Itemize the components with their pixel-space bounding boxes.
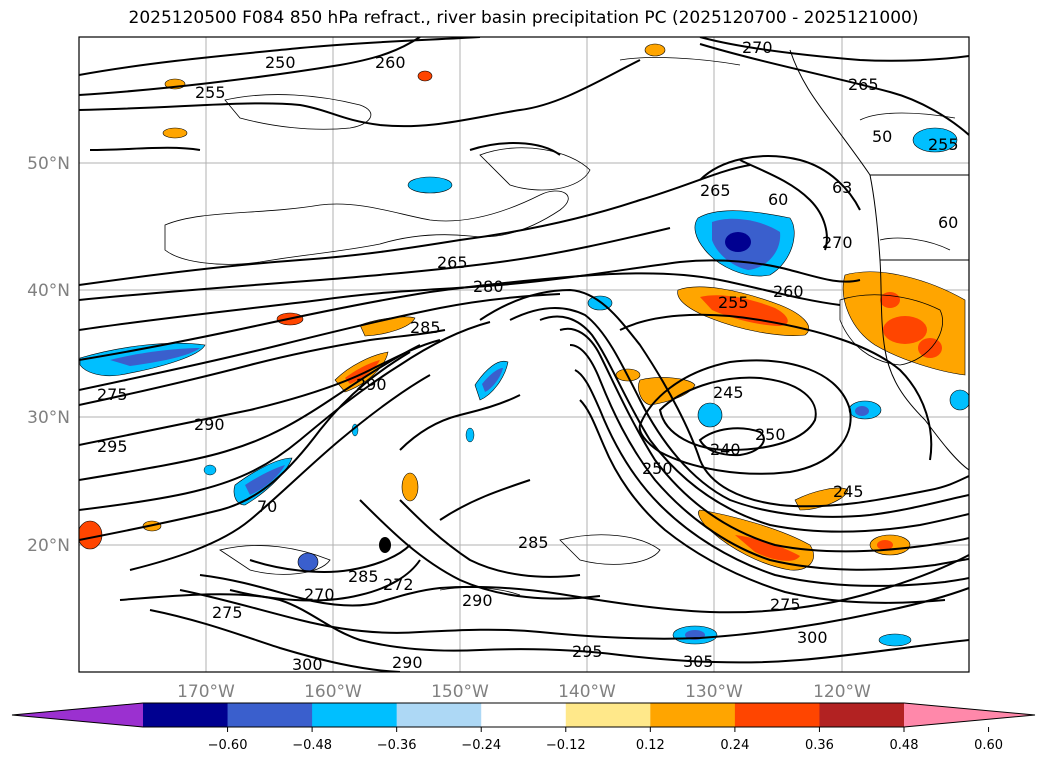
contour-label: 260 (773, 282, 804, 301)
map-frame (78, 36, 970, 673)
contour-label: 245 (833, 482, 864, 501)
contour-label: 290 (356, 375, 387, 394)
colorbar-tick-label: 0.24 (720, 738, 749, 753)
lat-label: 40°N (27, 281, 70, 301)
lon-label: 130°W (685, 682, 743, 702)
gridlines (79, 37, 969, 672)
contour-label: 250 (265, 53, 296, 72)
colorbar-tick-label: 0.60 (974, 738, 1003, 753)
contour-label: 255 (718, 293, 749, 312)
contour-label: 285 (518, 533, 549, 552)
contour-label: 60 (768, 190, 788, 209)
colorbar-segment (143, 703, 229, 727)
contour-label: 270 (304, 585, 335, 604)
colorbar-extend-low (12, 703, 143, 727)
contour-label: 290 (194, 415, 225, 434)
contour-label: 270 (822, 233, 853, 252)
contour-label: 250 (642, 459, 673, 478)
contour-label: 240 (710, 440, 741, 459)
contour-label: 275 (97, 385, 128, 404)
latitude-labels: 50°N 40°N 30°N 20°N (27, 154, 70, 556)
map-title: 2025120500 F084 850 hPa refract., river … (128, 8, 919, 28)
contour-label: 295 (572, 642, 603, 661)
contour-label: 280 (473, 277, 504, 296)
contour-label: 255 (195, 83, 226, 102)
colorbar-outline (11, 702, 1036, 728)
contour-label: 245 (713, 383, 744, 402)
colorbar-segment (650, 703, 736, 727)
contour-label: 290 (392, 653, 423, 672)
contour-label: 275 (212, 603, 243, 622)
contour-label: 300 (292, 655, 323, 674)
contour-label: 255 (928, 135, 959, 154)
colorbar-segment (734, 703, 820, 727)
lon-label: 160°W (304, 682, 362, 702)
colorbar-segment (227, 703, 313, 727)
contour-label: 60 (938, 213, 958, 232)
lat-label: 30°N (27, 408, 70, 428)
contour-label: 300 (797, 628, 828, 647)
colorbar-tick-label: −0.36 (377, 738, 417, 753)
contour-label: 265 (437, 253, 468, 272)
colorbar-tick-label: −0.24 (461, 738, 501, 753)
contour-label: 63 (832, 178, 852, 197)
contour-label: 295 (97, 437, 128, 456)
colorbar-tick-label: −0.12 (546, 738, 586, 753)
colorbar-segment (396, 703, 482, 727)
contour-labels: 250 260 270 255 265 255 50 265 63 60 60 … (97, 38, 959, 674)
contour-label: 270 (742, 38, 773, 57)
contour-label: 290 (462, 591, 493, 610)
contour-label: 285 (348, 567, 379, 586)
contour-label: 250 (755, 425, 786, 444)
colorbar-tick-label: −0.60 (208, 738, 248, 753)
longitude-labels: 170°W 160°W 150°W 140°W 130°W 120°W (177, 682, 871, 702)
lon-label: 140°W (558, 682, 616, 702)
contour-label: 305 (683, 652, 714, 671)
lon-label: 150°W (431, 682, 489, 702)
colorbar-tick-label: 0.12 (636, 738, 665, 753)
thin-contours (164, 57, 956, 596)
contour-label: 265 (848, 75, 879, 94)
colorbar-extend-high (904, 703, 1035, 727)
colorbar (11, 702, 1036, 728)
colorbar-segment (481, 703, 567, 727)
contour-label: 272 (383, 575, 414, 594)
precip-shading (79, 43, 969, 647)
coastline (789, 49, 969, 471)
colorbar-segment (312, 703, 398, 727)
contour-label: 50 (872, 127, 892, 146)
colorbar-tick-label: 0.36 (805, 738, 834, 753)
contour-label: 285 (410, 318, 441, 337)
colorbar-ticks: −0.60 −0.48 −0.36 −0.24 −0.12 0.12 0.24 0.36 0.4… (208, 727, 1003, 753)
colorbar-segment (819, 703, 905, 727)
contour-label: 275 (770, 595, 801, 614)
contour-label: 70 (257, 497, 277, 516)
contour-label: 265 (700, 181, 731, 200)
colorbar-tick-label: 0.48 (890, 738, 919, 753)
lon-label: 120°W (813, 682, 871, 702)
lat-label: 20°N (27, 536, 70, 556)
refractivity-contours (79, 37, 969, 672)
lon-label: 170°W (177, 682, 235, 702)
colorbar-segment (565, 703, 651, 727)
contour-label: 260 (375, 53, 406, 72)
colorbar-tick-label: −0.48 (292, 738, 332, 753)
lat-label: 50°N (27, 154, 70, 174)
